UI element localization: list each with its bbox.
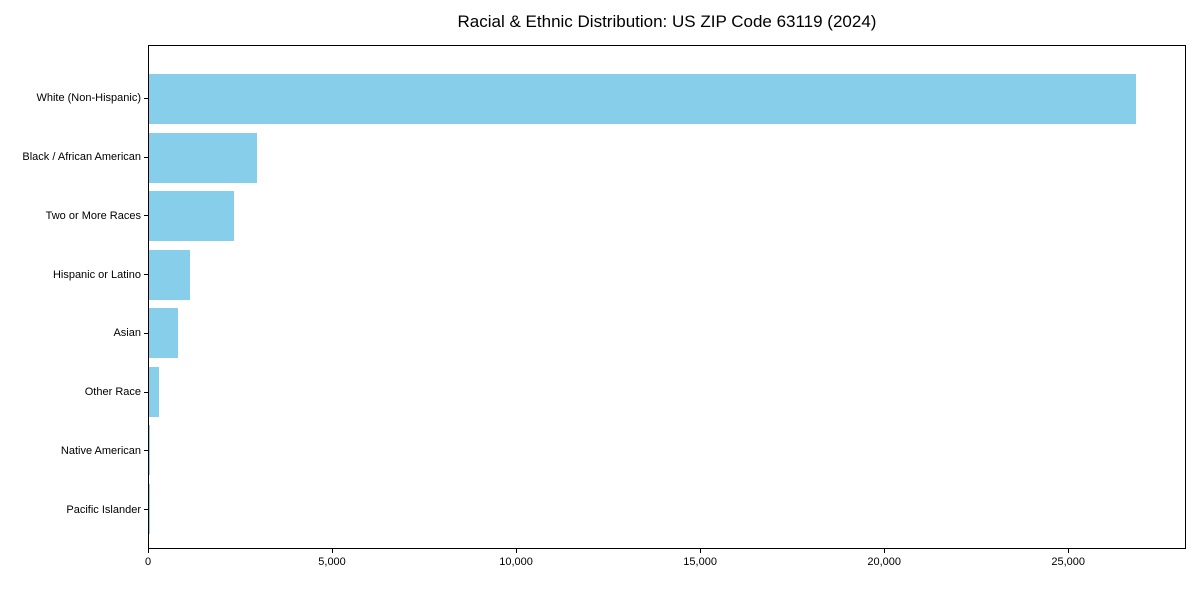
y-tick-label: Black / African American: [22, 151, 141, 164]
bar: [149, 191, 234, 242]
y-tick-label: White (Non-Hispanic): [36, 92, 141, 105]
bar-row: [149, 129, 1185, 188]
y-tick-mark: [144, 156, 148, 158]
y-tick-mark: [144, 97, 148, 99]
bar: [149, 308, 179, 359]
y-tick-mark: [144, 450, 148, 452]
bar-row: [149, 304, 1185, 363]
bar: [149, 425, 151, 476]
chart-title: Racial & Ethnic Distribution: US ZIP Cod…: [457, 12, 877, 31]
y-label-row: Black / African American: [0, 128, 148, 187]
y-tick-label: Pacific Islander: [66, 503, 141, 516]
y-tick-mark: [144, 332, 148, 334]
bar-row: [149, 421, 1185, 480]
y-tick-mark: [144, 215, 148, 217]
y-label-row: Native American: [0, 422, 148, 481]
x-tick-label: 10,000: [499, 556, 533, 568]
y-tick-label: Two or More Races: [45, 209, 141, 222]
bar-row: [149, 187, 1185, 246]
bar-row: [149, 363, 1185, 422]
x-tick-label: 0: [144, 556, 152, 568]
bar: [149, 74, 1137, 125]
x-tick-mark: [1068, 549, 1070, 553]
x-tick-label: 15,000: [683, 556, 717, 568]
x-tick-mark: [148, 549, 149, 553]
bar-row: [149, 480, 1185, 539]
bar-row: [149, 70, 1185, 129]
y-tick-label: Other Race: [84, 386, 141, 399]
bar: [149, 483, 150, 534]
y-tick-mark: [144, 509, 148, 511]
x-axis: 0 5,000 10,000 15,000 20,000 25,000: [144, 549, 1186, 579]
y-label-row: Hispanic or Latino: [0, 245, 148, 304]
bar: [149, 132, 257, 183]
y-tick-mark: [144, 274, 148, 276]
y-label-row: Other Race: [0, 363, 148, 422]
y-tick-label: Asian: [113, 327, 141, 340]
bar: [149, 249, 190, 300]
x-tick-mark: [884, 549, 886, 553]
plot-area: [148, 45, 1186, 549]
y-tick-label: Hispanic or Latino: [52, 268, 141, 281]
x-tick-label: 5,000: [318, 556, 346, 568]
y-label-row: Two or More Races: [0, 187, 148, 246]
y-label-row: White (Non-Hispanic): [0, 69, 148, 128]
x-tick-mark: [700, 549, 702, 553]
y-tick-mark: [144, 391, 148, 393]
x-tick-mark: [332, 549, 334, 553]
x-tick-label: 25,000: [1051, 556, 1086, 568]
bar: [149, 366, 159, 417]
y-label-row: Asian: [0, 304, 148, 363]
bar-row: [149, 246, 1185, 305]
y-label-row: Pacific Islander: [0, 480, 148, 539]
y-axis-labels: White (Non-Hispanic) Black / African Amer…: [0, 45, 148, 549]
x-tick-mark: [516, 549, 518, 553]
y-tick-label: Native American: [60, 444, 141, 457]
x-tick-label: 20,000: [867, 556, 901, 568]
